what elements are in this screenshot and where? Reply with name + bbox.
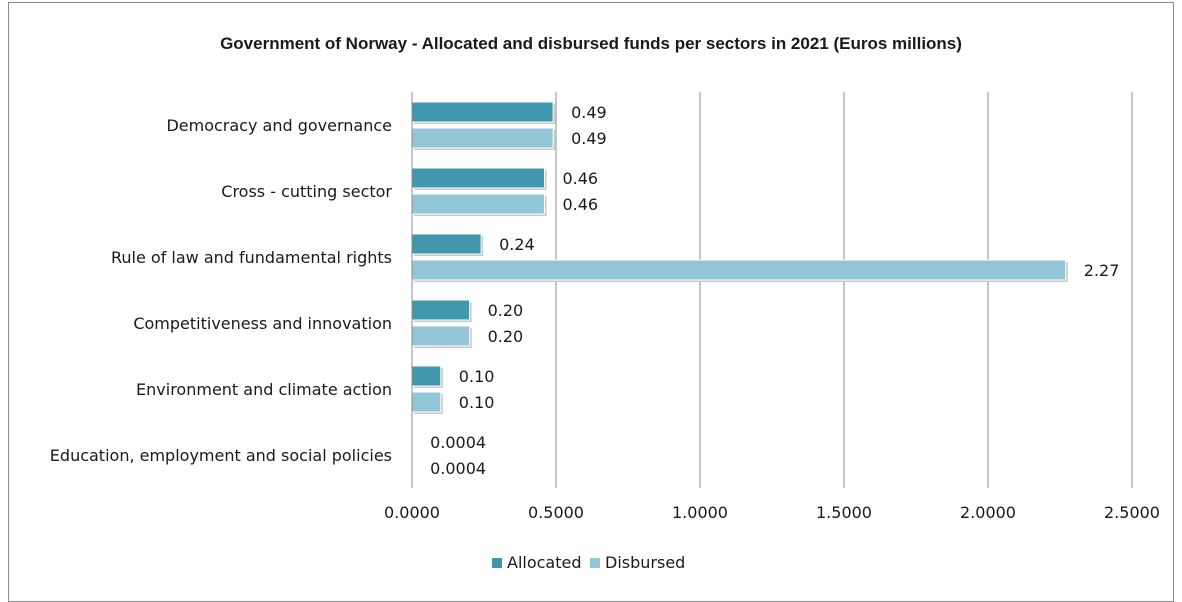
bar-disbursed [411, 325, 471, 347]
x-tick-label: 0.0000 [384, 503, 440, 522]
data-label: 0.46 [562, 169, 598, 188]
category-label: Environment and climate action [136, 380, 392, 399]
data-label: 0.10 [459, 367, 495, 386]
bar-allocated [411, 365, 442, 387]
x-tick-label: 1.5000 [816, 503, 872, 522]
data-label: 0.20 [488, 327, 524, 346]
category-label: Rule of law and fundamental rights [111, 248, 392, 267]
data-label: 0.49 [571, 103, 607, 122]
legend-label: Disbursed [605, 553, 685, 572]
category-label: Competitiveness and innovation [133, 314, 392, 333]
category-label: Education, employment and social policie… [50, 446, 392, 465]
bar-disbursed [411, 193, 545, 215]
bar-disbursed [411, 391, 442, 413]
data-label: 0.10 [459, 393, 495, 412]
data-label: 0.0004 [430, 459, 486, 478]
data-label: 0.46 [562, 195, 598, 214]
data-label: 2.27 [1084, 261, 1120, 280]
chart-title: Government of Norway - Allocated and dis… [220, 34, 962, 53]
category-label: Cross - cutting sector [221, 182, 392, 201]
legend-swatch-disbursed [590, 558, 600, 568]
bar-allocated [411, 167, 545, 189]
x-tick-label: 0.5000 [528, 503, 584, 522]
x-tick-label: 2.5000 [1104, 503, 1160, 522]
bar-disbursed [411, 127, 554, 149]
bar-disbursed [411, 259, 1067, 281]
bar-allocated [411, 233, 482, 255]
x-tick-label: 2.0000 [960, 503, 1016, 522]
data-label: 0.20 [488, 301, 524, 320]
data-label: 0.49 [571, 129, 607, 148]
bar-allocated [411, 101, 554, 123]
bar-allocated [411, 299, 471, 321]
legend-swatch-allocated [492, 558, 502, 568]
chart-frame [8, 2, 1174, 602]
category-label: Democracy and governance [166, 116, 392, 135]
legend-label: Allocated [507, 553, 582, 572]
x-tick-label: 1.0000 [672, 503, 728, 522]
data-label: 0.24 [499, 235, 535, 254]
data-label: 0.0004 [430, 433, 486, 452]
